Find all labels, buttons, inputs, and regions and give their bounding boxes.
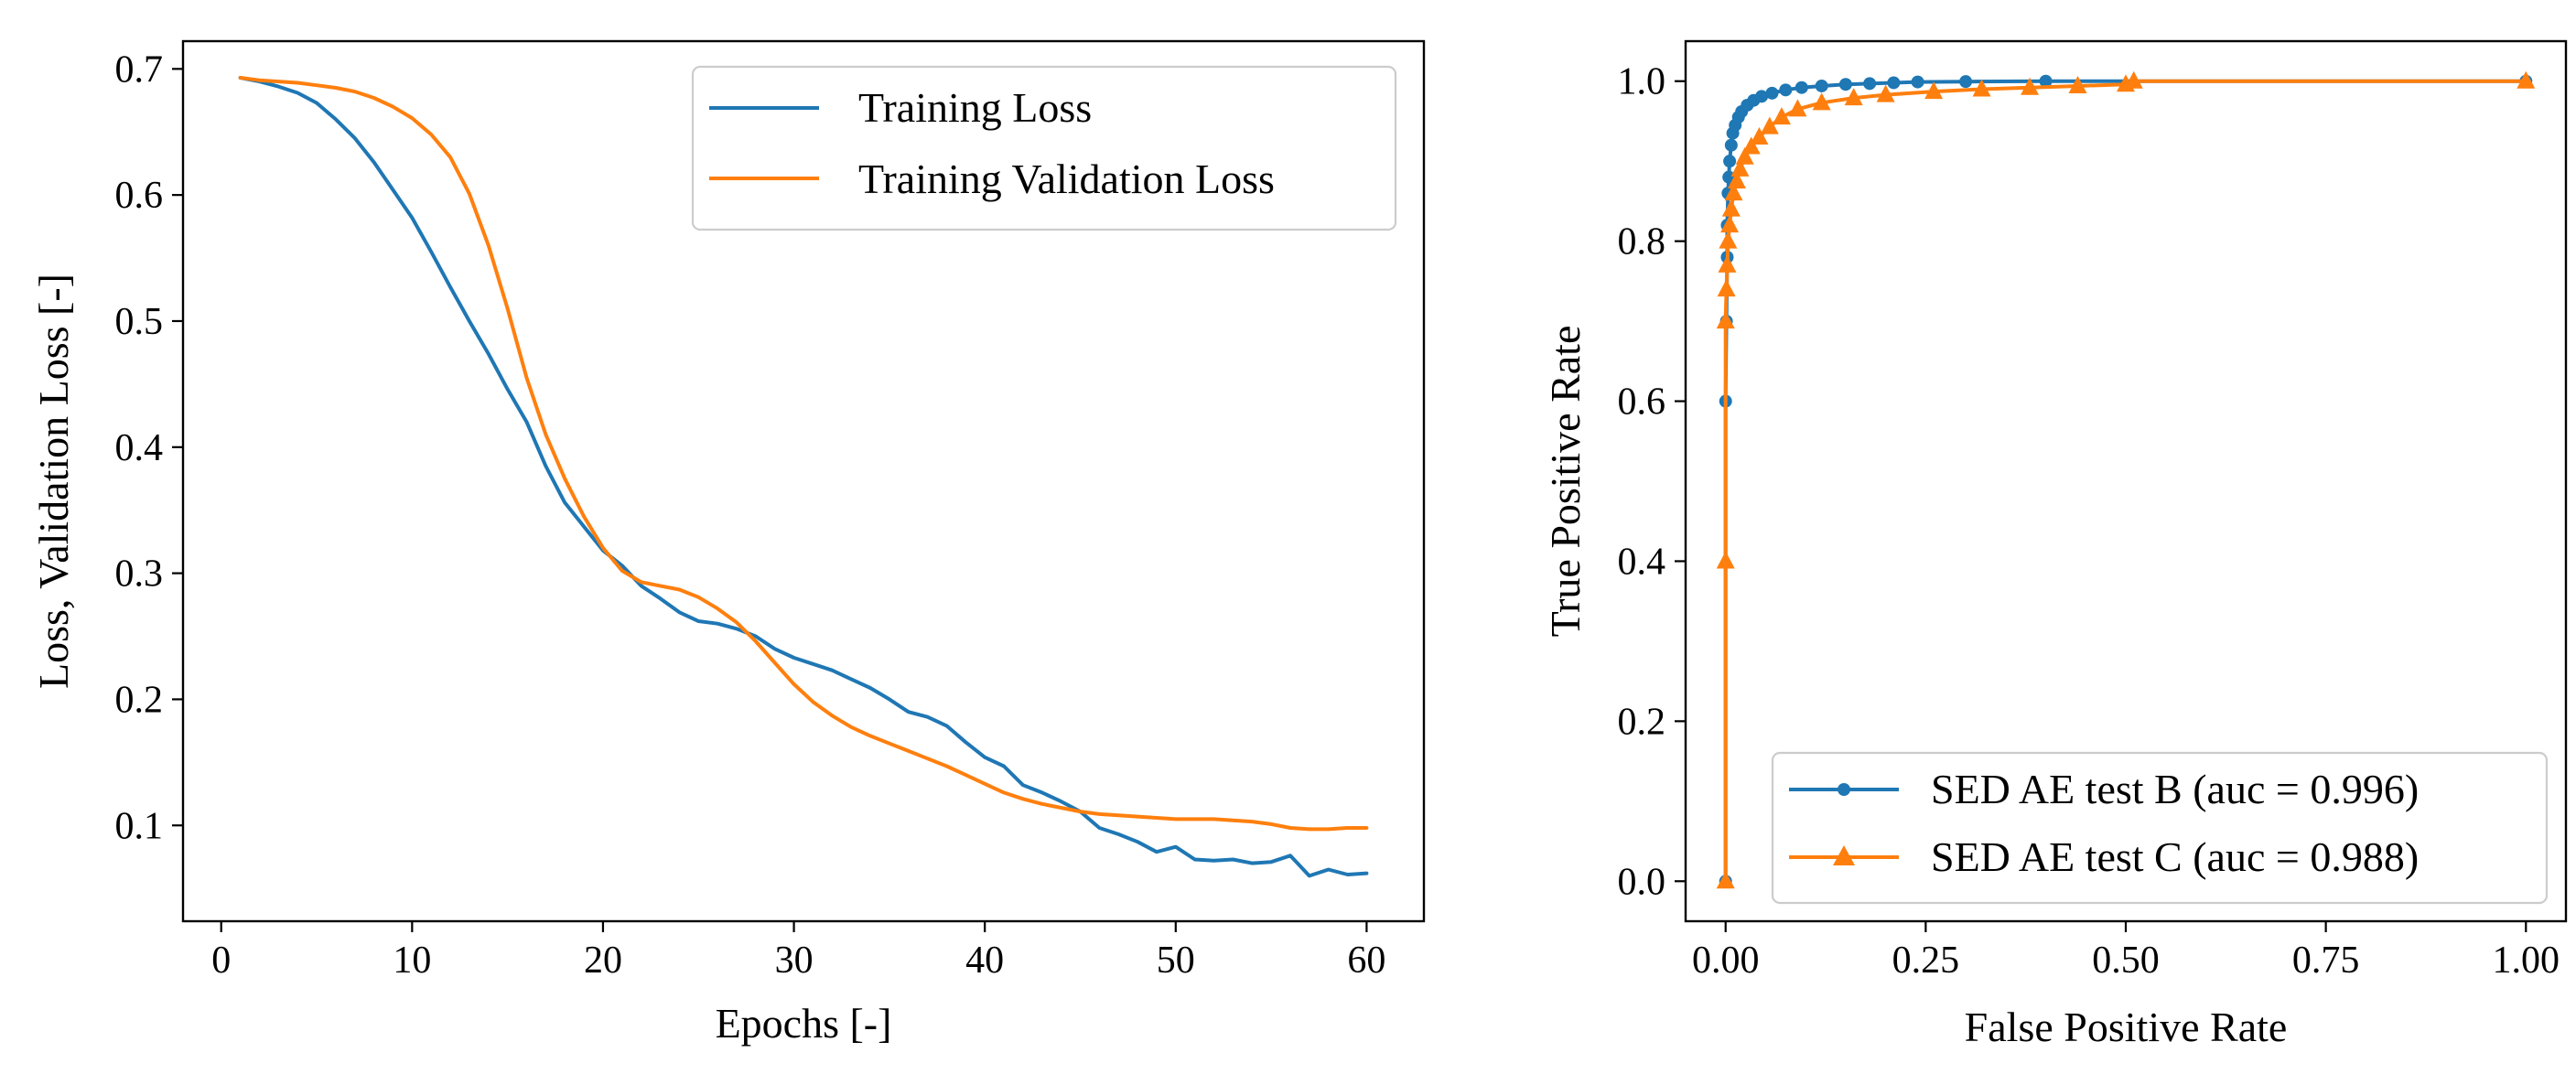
roc-series-1-point xyxy=(1717,279,1736,297)
loss-x-tick-label: 20 xyxy=(584,940,622,982)
loss-chart: 0 10 20 30 40 50 60 0.1 0.2 0.3 0.4 0.5 0.6 0.7 Epoc… xyxy=(30,39,1426,1047)
loss-series-lines xyxy=(238,76,1369,878)
roc-series-1-point xyxy=(2517,70,2536,89)
roc-series-0-point xyxy=(1911,75,1924,89)
loss-x-tick-label: 50 xyxy=(1157,940,1195,982)
roc-series-0-point xyxy=(1815,79,1828,92)
loss-series-line-1 xyxy=(238,76,1369,832)
roc-series-1-point xyxy=(1730,158,1750,177)
roc-series-lines xyxy=(1716,70,2536,889)
roc-y-tick-label: 0.8 xyxy=(1618,221,1666,263)
roc-series-1-point xyxy=(1750,126,1769,145)
roc-x-tick-label: 0.50 xyxy=(2092,940,2160,982)
loss-x-tick-label: 0 xyxy=(211,940,231,982)
roc-y-ticks: 0.0 0.2 0.4 0.6 0.8 1.0 xyxy=(1618,61,1686,903)
loss-x-tick-label: 60 xyxy=(1347,940,1385,982)
roc-series-1-point xyxy=(2068,75,2087,93)
legend-label-training-validation-loss: Training Validation Loss xyxy=(858,156,1275,202)
roc-y-axis-label: True Positive Rate xyxy=(1542,326,1589,638)
roc-series-1-point xyxy=(1719,231,1738,249)
loss-y-tick-label: 0.6 xyxy=(115,175,164,217)
loss-x-tick-label: 10 xyxy=(393,940,431,982)
roc-x-tick-label: 1.00 xyxy=(2493,940,2560,982)
roc-series-0-point xyxy=(1863,77,1877,91)
loss-y-tick-label: 0.3 xyxy=(115,553,164,596)
roc-series-1-point xyxy=(1718,254,1737,273)
loss-legend: Training Loss Training Validation Loss xyxy=(691,65,1397,231)
roc-series-1-point xyxy=(1788,99,1807,117)
roc-series-1-point xyxy=(1812,92,1831,111)
roc-series-1-point xyxy=(1720,215,1740,233)
roc-series-1-point xyxy=(1760,116,1779,134)
roc-series-0-point xyxy=(1723,155,1737,168)
roc-series-0-point xyxy=(1959,75,1973,89)
roc-series-1-point xyxy=(1772,107,1791,125)
roc-x-ticks: 0.00 0.25 0.50 0.75 1.00 xyxy=(1692,921,2560,982)
loss-x-tick-label: 40 xyxy=(965,940,1004,982)
legend-label-test-b: SED AE test B (auc = 0.996) xyxy=(1931,766,2419,812)
roc-y-tick-label: 0.4 xyxy=(1618,541,1666,583)
loss-y-tick-label: 0.7 xyxy=(115,48,164,91)
loss-y-tick-label: 0.4 xyxy=(115,427,164,469)
roc-series-1-point xyxy=(1716,871,1735,889)
legend-marker-test-b xyxy=(1838,783,1850,796)
loss-y-tick-label: 0.2 xyxy=(115,679,164,721)
roc-series-0-point xyxy=(1765,86,1779,100)
roc-x-tick-label: 0.00 xyxy=(1692,940,1760,982)
roc-legend: SED AE test B (auc = 0.996) SED AE test … xyxy=(1771,751,2549,905)
roc-series-1-point xyxy=(1727,171,1746,189)
roc-series-1-point xyxy=(1716,551,1735,569)
roc-legend-box xyxy=(1771,751,2549,905)
roc-series-0-point xyxy=(1838,78,1852,91)
roc-series-0-point xyxy=(2039,74,2053,88)
roc-series-1-point xyxy=(1724,183,1743,201)
loss-y-tick-label: 0.5 xyxy=(115,301,164,343)
loss-y-tick-label: 0.1 xyxy=(115,805,164,847)
roc-x-axis-label: False Positive Rate xyxy=(1965,1004,2288,1050)
loss-x-tick-label: 30 xyxy=(775,940,814,982)
roc-series-1-point xyxy=(1716,311,1735,329)
roc-x-tick-label: 0.75 xyxy=(2292,940,2360,982)
roc-series-1-point xyxy=(1741,136,1761,155)
roc-series-1-point xyxy=(1735,146,1754,165)
roc-series-1-point xyxy=(2021,77,2040,95)
roc-series-1-point xyxy=(1924,81,1944,100)
roc-series-0-point xyxy=(1755,90,1769,103)
roc-series-0-point xyxy=(1887,76,1901,90)
loss-series-line-0 xyxy=(238,76,1369,878)
loss-x-axis-label: Epochs [-] xyxy=(716,1000,892,1047)
roc-y-tick-label: 0.2 xyxy=(1618,701,1666,743)
roc-series-1-point xyxy=(2124,70,2143,89)
roc-y-tick-label: 0.6 xyxy=(1618,381,1666,424)
roc-chart: 0.00 0.25 0.50 0.75 1.00 0.00.20.40.60.81.0 … xyxy=(1542,39,2568,1050)
roc-series-1-point xyxy=(1844,88,1863,106)
roc-y-tick-label: 1.0 xyxy=(1618,61,1666,103)
loss-y-axis-label: Loss, Validation Loss [-] xyxy=(30,274,77,689)
loss-y-ticks: 0.1 0.2 0.3 0.4 0.5 0.6 0.7 xyxy=(115,48,183,847)
loss-x-ticks: 0 10 20 30 40 50 60 xyxy=(211,921,1385,982)
roc-y-tick-label: 0.0 xyxy=(1618,861,1666,903)
legend-label-test-c: SED AE test C (auc = 0.988) xyxy=(1931,833,2419,880)
loss-axes-frame xyxy=(181,39,1426,923)
loss-legend-box xyxy=(691,65,1397,231)
roc-series-0-point xyxy=(1795,81,1808,94)
roc-series-1-point xyxy=(1721,199,1741,217)
roc-series-1-point xyxy=(1972,79,1991,97)
roc-series-0-point xyxy=(1779,83,1793,97)
legend-label-training-loss: Training Loss xyxy=(858,84,1092,131)
roc-x-tick-label: 0.25 xyxy=(1892,940,1960,982)
roc-series-0-point xyxy=(1724,138,1738,152)
roc-series-1-point xyxy=(1876,84,1895,102)
legend-marker-test-c xyxy=(1833,845,1855,865)
